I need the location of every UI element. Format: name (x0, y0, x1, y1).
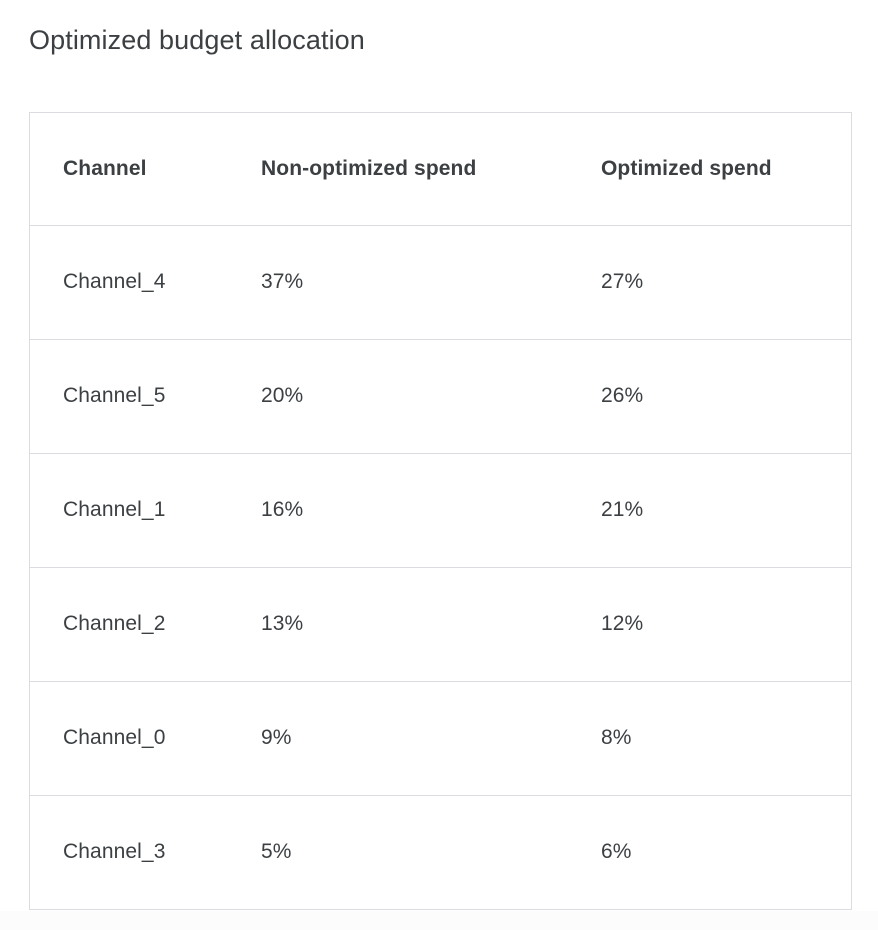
cell-optimized-spend: 27% (570, 225, 851, 340)
table-row: Channel_0 9% 8% (30, 681, 851, 796)
cell-non-optimized-spend: 13% (230, 567, 570, 682)
column-header-non-optimized-spend[interactable]: Non-optimized spend (230, 113, 570, 226)
cell-channel: Channel_4 (30, 225, 230, 340)
cell-non-optimized-spend: 9% (230, 681, 570, 796)
page-title: Optimized budget allocation (29, 25, 365, 55)
cell-optimized-spend: 12% (570, 567, 851, 682)
cell-channel: Channel_1 (30, 453, 230, 568)
cell-optimized-spend: 8% (570, 681, 851, 796)
page-bottom-strip (0, 911, 878, 930)
allocation-table: Channel Non-optimized spend Optimized sp… (30, 113, 851, 910)
cell-channel: Channel_0 (30, 681, 230, 796)
table-row: Channel_5 20% 26% (30, 339, 851, 454)
cell-channel: Channel_3 (30, 795, 230, 910)
table-row: Channel_3 5% 6% (30, 795, 851, 910)
cell-non-optimized-spend: 16% (230, 453, 570, 568)
cell-non-optimized-spend: 20% (230, 339, 570, 454)
cell-non-optimized-spend: 5% (230, 795, 570, 910)
column-header-channel[interactable]: Channel (30, 113, 230, 226)
cell-optimized-spend: 6% (570, 795, 851, 910)
table-row: Channel_4 37% 27% (30, 225, 851, 340)
table-row: Channel_2 13% 12% (30, 567, 851, 682)
cell-channel: Channel_2 (30, 567, 230, 682)
table-header-row: Channel Non-optimized spend Optimized sp… (30, 113, 851, 226)
cell-optimized-spend: 21% (570, 453, 851, 568)
cell-optimized-spend: 26% (570, 339, 851, 454)
allocation-table-container: Channel Non-optimized spend Optimized sp… (29, 112, 852, 910)
cell-channel: Channel_5 (30, 339, 230, 454)
table-row: Channel_1 16% 21% (30, 453, 851, 568)
column-header-optimized-spend[interactable]: Optimized spend (570, 113, 851, 226)
cell-non-optimized-spend: 37% (230, 225, 570, 340)
